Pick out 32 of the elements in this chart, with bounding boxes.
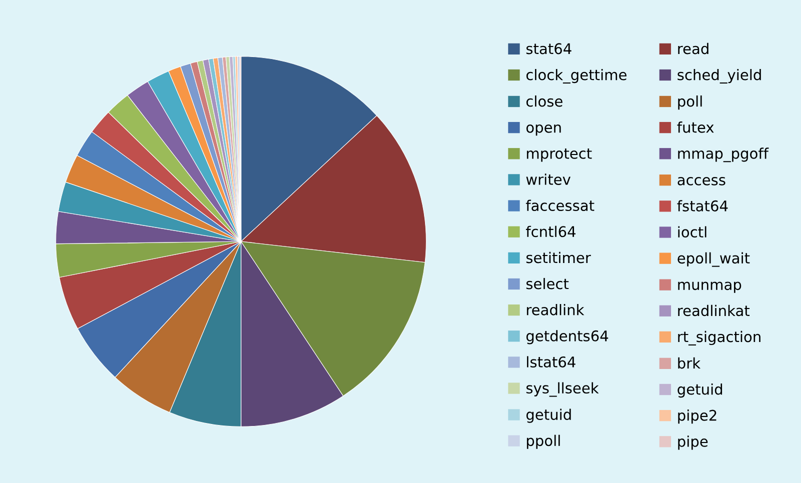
legend-label: ioctl xyxy=(678,226,706,238)
legend-label: getuid xyxy=(526,408,571,423)
legend-label: fstat64 xyxy=(677,200,728,212)
legend-label: close xyxy=(526,95,562,107)
legend-label: fcntl64 xyxy=(526,226,576,238)
legend-label: read xyxy=(678,42,708,54)
legend-label: mmap_pgoff xyxy=(678,148,769,162)
legend-label: getuid xyxy=(678,383,722,398)
legend-label: epoll_wait xyxy=(678,252,750,267)
legend-label: getdents64 xyxy=(526,330,608,344)
legend-label: access xyxy=(678,177,726,186)
legend-label: select xyxy=(526,278,569,290)
legend-label: writev xyxy=(526,174,570,185)
legend-label: rt_sigaction xyxy=(678,330,760,346)
legend-label: futex xyxy=(677,122,714,133)
legend-label: ppoll xyxy=(526,434,560,449)
legend-label: poll xyxy=(678,95,702,110)
legend-label: faccessat xyxy=(526,200,594,212)
legend-label: lstat64 xyxy=(527,356,576,368)
legend-label: mprotect xyxy=(526,148,592,162)
legend-label: pipe2 xyxy=(678,410,716,424)
legend-label: munmap xyxy=(678,282,742,293)
legend-label: pipe xyxy=(678,436,708,450)
legend-label: sys_llseek xyxy=(526,382,599,397)
legend-label: stat64 xyxy=(526,43,572,54)
legend-label: open xyxy=(526,124,561,136)
legend-label: setitimer xyxy=(526,252,591,264)
legend-label: readlinkat xyxy=(678,304,750,316)
legend-label: sched_yield xyxy=(678,68,761,84)
legend-label: brk xyxy=(678,357,701,369)
legend-label: readlink xyxy=(526,304,584,316)
legend-label: clock_gettime xyxy=(526,68,626,84)
